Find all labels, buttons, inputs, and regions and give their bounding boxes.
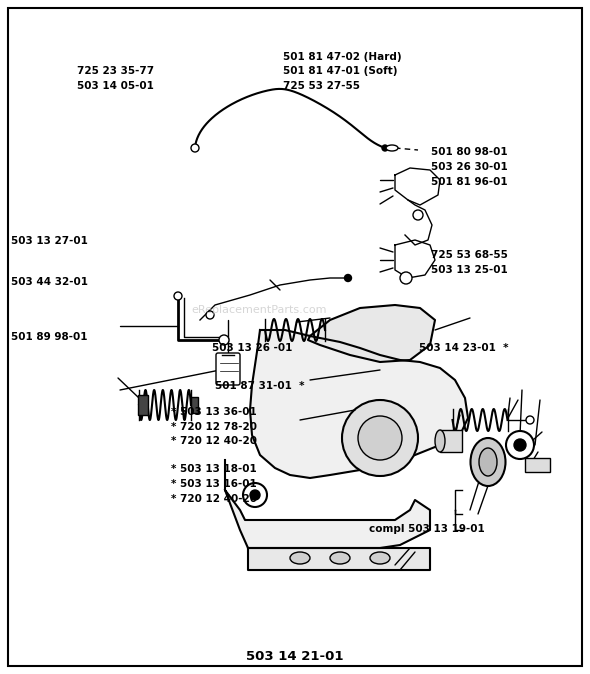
Circle shape: [358, 416, 402, 460]
Polygon shape: [225, 460, 430, 548]
Circle shape: [206, 311, 214, 319]
Polygon shape: [248, 548, 430, 570]
Circle shape: [400, 272, 412, 284]
Ellipse shape: [290, 552, 310, 564]
Circle shape: [191, 144, 199, 152]
Text: * 720 12 40-20: * 720 12 40-20: [171, 437, 257, 446]
Circle shape: [514, 439, 526, 451]
Bar: [440, 430, 462, 452]
Text: 503 44 32-01: 503 44 32-01: [11, 277, 88, 286]
Text: 501 81 47-02 (Hard): 501 81 47-02 (Hard): [283, 52, 402, 61]
Text: 503 13 26 -01: 503 13 26 -01: [212, 344, 293, 353]
Text: 501 81 96-01: 501 81 96-01: [431, 177, 507, 187]
Circle shape: [345, 274, 352, 282]
Text: 503 14 05-01: 503 14 05-01: [77, 82, 153, 91]
Bar: [138, 395, 148, 415]
Text: compl 503 13 19-01: compl 503 13 19-01: [369, 524, 484, 534]
Text: 503 13 25-01: 503 13 25-01: [431, 265, 507, 274]
Circle shape: [174, 292, 182, 300]
Ellipse shape: [370, 552, 390, 564]
Text: 501 89 98-01: 501 89 98-01: [11, 332, 87, 342]
Polygon shape: [250, 330, 468, 478]
Bar: [525, 458, 550, 472]
Text: 503 14 21-01: 503 14 21-01: [246, 650, 344, 663]
Bar: [191, 397, 198, 413]
Text: 725 23 35-77: 725 23 35-77: [77, 67, 154, 76]
Text: 725 53 68-55: 725 53 68-55: [431, 250, 507, 259]
Polygon shape: [308, 305, 435, 362]
Text: * 720 12 78-20: * 720 12 78-20: [171, 422, 257, 431]
Text: * 503 13 36-01: * 503 13 36-01: [171, 407, 257, 417]
Text: * 720 12 40-20: * 720 12 40-20: [171, 494, 257, 503]
Text: 501 81 47-01 (Soft): 501 81 47-01 (Soft): [283, 67, 398, 76]
Circle shape: [413, 210, 423, 220]
Ellipse shape: [435, 430, 445, 452]
Circle shape: [250, 490, 260, 500]
Text: 503 26 30-01: 503 26 30-01: [431, 162, 507, 172]
FancyBboxPatch shape: [216, 353, 240, 385]
Text: 503 14 23-01  *: 503 14 23-01 *: [419, 344, 509, 353]
Circle shape: [506, 431, 534, 459]
Circle shape: [526, 416, 534, 424]
Circle shape: [342, 400, 418, 476]
Text: 725 53 27-55: 725 53 27-55: [283, 82, 360, 91]
Text: eReplacementParts.com: eReplacementParts.com: [192, 305, 327, 315]
Ellipse shape: [386, 145, 398, 151]
Text: 503 13 27-01: 503 13 27-01: [11, 237, 87, 246]
Text: * 503 13 16-01: * 503 13 16-01: [171, 479, 257, 489]
Circle shape: [243, 483, 267, 507]
Circle shape: [219, 335, 229, 345]
Text: * 503 13 18-01: * 503 13 18-01: [171, 464, 257, 474]
Text: 501 80 98-01: 501 80 98-01: [431, 148, 507, 157]
Text: 501 87 31-01  *: 501 87 31-01 *: [215, 381, 305, 391]
Ellipse shape: [330, 552, 350, 564]
Ellipse shape: [479, 448, 497, 476]
Ellipse shape: [470, 438, 506, 486]
Circle shape: [382, 145, 388, 151]
